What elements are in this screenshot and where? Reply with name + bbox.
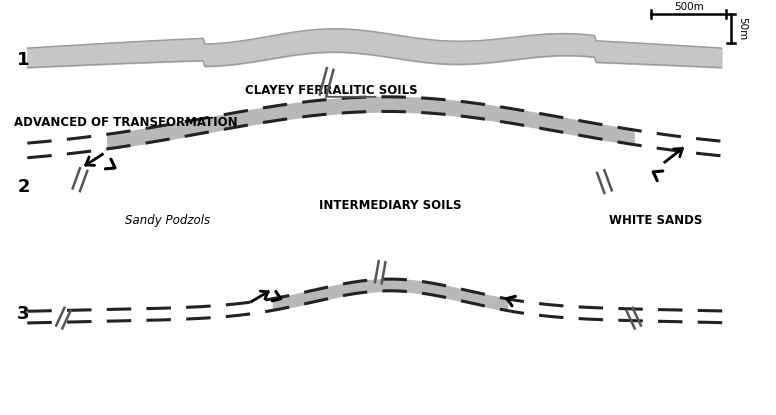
Text: 2: 2 bbox=[17, 178, 29, 196]
Text: WHITE SANDS: WHITE SANDS bbox=[609, 214, 702, 227]
Text: INTERMEDIARY SOILS: INTERMEDIARY SOILS bbox=[319, 199, 461, 212]
Text: Sandy Podzols: Sandy Podzols bbox=[125, 214, 210, 227]
Text: CLAYEY FERRALITIC SOILS: CLAYEY FERRALITIC SOILS bbox=[245, 84, 417, 97]
Text: 50m: 50m bbox=[737, 17, 747, 40]
Text: 1: 1 bbox=[17, 51, 29, 69]
Text: ADVANCED OF TRANSFORMATION: ADVANCED OF TRANSFORMATION bbox=[14, 116, 237, 129]
Text: 500m: 500m bbox=[674, 2, 704, 12]
Text: 3: 3 bbox=[17, 305, 29, 323]
